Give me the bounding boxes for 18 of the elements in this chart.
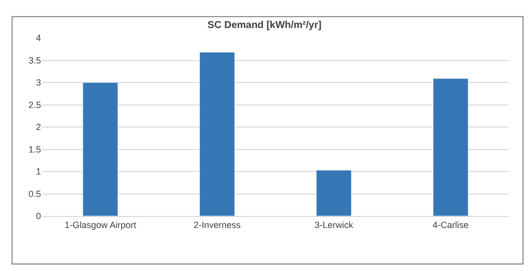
y-tick-label: 2.5 bbox=[28, 100, 41, 110]
x-tick-label: 4-Carlise bbox=[432, 220, 469, 230]
bar bbox=[316, 170, 352, 216]
y-tick-label: 2 bbox=[36, 122, 41, 132]
bar bbox=[199, 52, 235, 216]
y-tick-label: 3.5 bbox=[28, 55, 41, 66]
y-tick-label: 4 bbox=[36, 33, 41, 44]
bar bbox=[432, 78, 468, 216]
y-tick-label: 1 bbox=[36, 166, 41, 177]
y-tick-label: 3 bbox=[36, 78, 41, 88]
chart-title: SC Demand [kWh/m²/yr] bbox=[208, 20, 322, 31]
x-tick-label: 3-Lerwick bbox=[314, 220, 354, 230]
bar bbox=[82, 82, 118, 216]
y-tick-label: 1.5 bbox=[28, 144, 41, 154]
x-tick-label: 1-Glasgow Airport bbox=[64, 220, 137, 230]
x-tick-label: 2-Inverness bbox=[194, 220, 242, 230]
y-tick-label: 0.5 bbox=[28, 188, 41, 199]
y-tick-label: 0 bbox=[36, 211, 41, 222]
